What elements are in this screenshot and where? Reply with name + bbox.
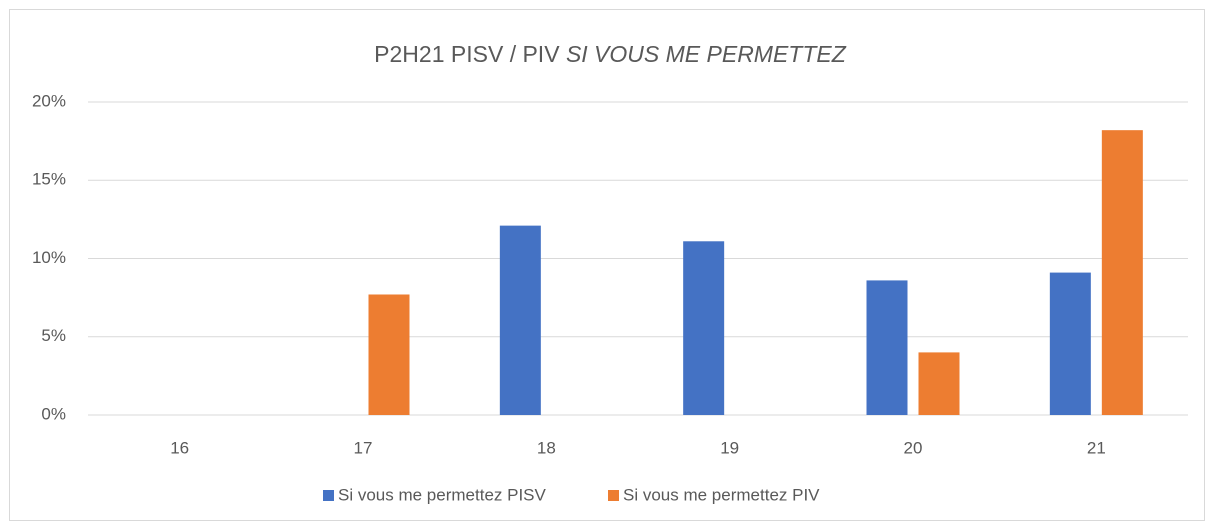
bar [866, 280, 908, 415]
title-main: P2H21 PISV / PIV [374, 41, 560, 67]
bar [683, 241, 725, 415]
x-tick-label: 20 [904, 438, 923, 457]
y-tick-label: 10% [32, 248, 66, 267]
chart-border [9, 9, 1205, 521]
legend-swatch [608, 490, 619, 501]
y-tick-label: 15% [32, 170, 66, 189]
bar [499, 225, 541, 415]
x-tick-label: 18 [537, 438, 556, 457]
x-tick-label: 21 [1087, 438, 1106, 457]
bar [1101, 130, 1143, 416]
bar [368, 294, 410, 415]
x-tick-label: 19 [720, 438, 739, 457]
bar [918, 352, 960, 415]
x-tick-label: 17 [354, 438, 373, 457]
title-italic: SI VOUS ME PERMETTEZ [566, 41, 847, 67]
bar [1049, 272, 1091, 415]
y-tick-label: 0% [41, 404, 66, 423]
legend-label: Si vous me permettez PISV [338, 485, 547, 504]
legend-swatch [323, 490, 334, 501]
x-tick-label: 16 [170, 438, 189, 457]
y-tick-label: 20% [32, 91, 66, 110]
chart-title: P2H21 PISV / PIV SI VOUS ME PERMETTEZ [374, 41, 847, 67]
legend-label: Si vous me permettez PIV [623, 485, 820, 504]
y-tick-label: 5% [41, 326, 66, 345]
